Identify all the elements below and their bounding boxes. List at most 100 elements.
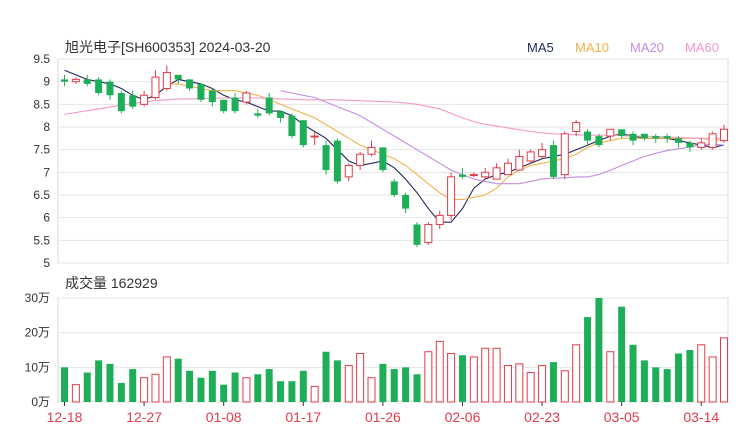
candle-body	[333, 140, 341, 182]
candle-body	[481, 171, 490, 178]
candlestick	[265, 93, 273, 116]
candle-body	[61, 79, 68, 82]
candle-body	[675, 138, 683, 143]
ma-line-ma20	[280, 90, 725, 185]
x-tick-label: 02-23	[524, 409, 560, 425]
volume-bar	[458, 355, 466, 402]
candlestick	[652, 133, 660, 143]
price-y-tick-label: 7.5	[33, 143, 50, 157]
candle-body	[424, 223, 433, 244]
volume-bar	[515, 363, 524, 403]
volume-bars	[61, 298, 728, 403]
candle-body	[652, 136, 660, 139]
volume-bar	[140, 377, 149, 403]
candlestick	[310, 131, 319, 146]
candlestick	[469, 172, 478, 177]
candle-body	[242, 92, 251, 103]
candlestick	[322, 140, 330, 175]
candlestick	[402, 192, 410, 214]
candlestick	[162, 65, 171, 91]
candlestick	[503, 158, 512, 176]
candle-body	[140, 94, 149, 105]
candlestick	[390, 179, 398, 198]
price-gridlines	[58, 58, 728, 264]
candle-body	[469, 174, 478, 177]
candle-body	[560, 133, 569, 176]
volume-y-tick-label: 0万	[31, 395, 50, 409]
volume-bar	[310, 385, 319, 403]
candlestick	[61, 74, 68, 87]
volume-bar	[675, 353, 683, 402]
volume-bar	[618, 306, 626, 402]
candlestick	[435, 210, 444, 229]
candle-body	[618, 129, 626, 137]
candle-body	[310, 135, 319, 138]
volume-bar	[344, 365, 353, 403]
candle-body	[435, 214, 444, 225]
volume-bar	[424, 351, 433, 403]
x-tick-label: 01-26	[365, 409, 401, 425]
candlestick	[151, 70, 160, 100]
candle-body	[208, 90, 216, 103]
volume-bar	[720, 337, 728, 403]
volume-bar	[390, 369, 398, 402]
candle-body	[379, 147, 387, 171]
candlestick	[538, 142, 547, 159]
candlestick	[106, 79, 114, 100]
volume-bar	[322, 351, 330, 402]
volume-bar	[526, 372, 535, 403]
candle-body	[83, 79, 91, 84]
candlestick	[663, 133, 671, 143]
candlestick	[333, 138, 341, 184]
volume-y-tick-label: 30万	[25, 291, 50, 305]
price-y-tick-label: 8	[43, 120, 50, 134]
volume-bar	[538, 365, 547, 403]
candle-body	[299, 120, 307, 146]
volume-bar	[503, 365, 512, 403]
candlestick	[95, 77, 103, 96]
volume-bar	[231, 372, 239, 402]
price-y-tick-label: 7	[43, 165, 50, 179]
x-tick-label: 03-05	[604, 409, 640, 425]
volume-bar	[83, 372, 91, 402]
candlestick	[447, 172, 456, 220]
candlestick	[277, 111, 285, 123]
candlestick	[629, 131, 637, 146]
candlestick	[83, 74, 91, 87]
candle-body	[220, 99, 228, 112]
candlestick	[174, 74, 182, 84]
volume-bar	[560, 370, 569, 403]
candlestick	[675, 136, 683, 148]
price-y-axis: 9.5 9 8.5 8 7.5 7 6.5 6 5.5 5	[33, 52, 50, 270]
legend-ma20: MA20	[630, 40, 664, 55]
candlestick	[458, 167, 466, 180]
candlestick	[606, 128, 615, 141]
candle-body	[367, 146, 376, 155]
candlestick	[197, 83, 205, 103]
candlestick	[220, 99, 228, 114]
volume-bar	[584, 317, 592, 402]
volume-bar	[106, 363, 114, 402]
volume-bar	[242, 377, 251, 403]
candle-body	[720, 128, 728, 142]
candlestick	[288, 113, 296, 139]
candlesticks	[61, 65, 728, 248]
candlestick	[618, 129, 626, 139]
candlestick	[640, 133, 648, 141]
volume-latest-value: 162929	[111, 275, 158, 291]
candlestick	[356, 151, 365, 171]
volume-bar	[288, 381, 296, 402]
volume-bar	[117, 382, 125, 402]
candlestick	[344, 163, 353, 182]
candlestick	[481, 167, 490, 180]
volume-bar	[254, 374, 262, 402]
volume-bar	[492, 347, 501, 403]
candlestick	[379, 147, 387, 173]
x-tick-label: 03-14	[683, 409, 719, 425]
candle-body	[344, 165, 353, 178]
candlestick	[186, 79, 194, 91]
x-tick-label: 12-27	[126, 409, 162, 425]
candle-body	[106, 81, 114, 96]
candle-body	[708, 133, 717, 148]
